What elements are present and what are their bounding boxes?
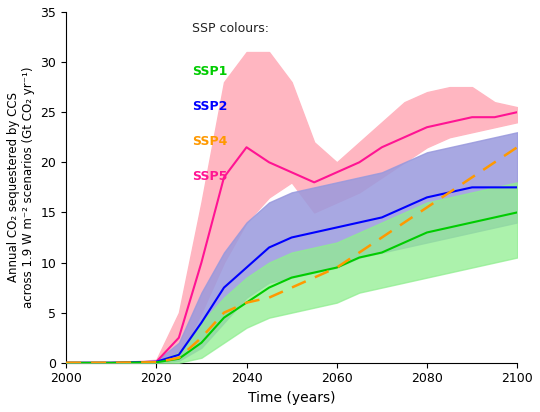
Text: SSP1: SSP1 bbox=[192, 65, 228, 77]
Text: SSP colours:: SSP colours: bbox=[192, 23, 269, 35]
Text: SSP4: SSP4 bbox=[192, 135, 228, 148]
X-axis label: Time (years): Time (years) bbox=[248, 391, 335, 405]
Text: SSP2: SSP2 bbox=[192, 100, 228, 112]
Y-axis label: Annual CO₂ sequestered by CCS
across 1.9 W m⁻² scenarios (Gt CO₂ yr⁻¹): Annual CO₂ sequestered by CCS across 1.9… bbox=[7, 67, 35, 308]
Text: SSP5: SSP5 bbox=[192, 170, 228, 183]
